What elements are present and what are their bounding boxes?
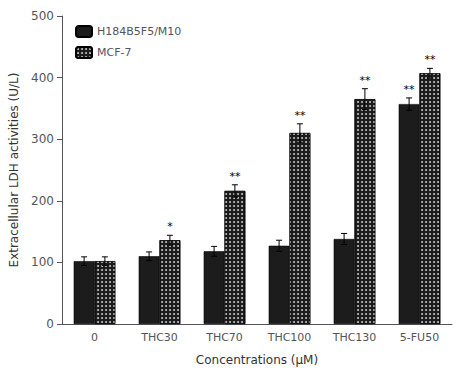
- svg-text:H184B5F5/M10: H184B5F5/M10: [97, 25, 181, 38]
- svg-text:THC30: THC30: [140, 331, 178, 344]
- svg-text:THC100: THC100: [267, 331, 312, 344]
- svg-text:Extracellular LDH activities (: Extracellular LDH activities (U/L): [7, 73, 21, 268]
- svg-text:200: 200: [31, 194, 54, 208]
- svg-text:0: 0: [46, 317, 54, 331]
- svg-text:400: 400: [31, 71, 54, 85]
- svg-text:MCF-7: MCF-7: [97, 46, 131, 59]
- svg-text:300: 300: [31, 132, 54, 146]
- svg-text:**: **: [424, 53, 436, 66]
- svg-text:500: 500: [31, 9, 54, 23]
- svg-text:**: **: [359, 74, 371, 87]
- svg-text:100: 100: [31, 255, 54, 269]
- svg-text:0: 0: [91, 331, 98, 344]
- svg-text:**: **: [229, 170, 241, 183]
- svg-text:**: **: [404, 83, 416, 96]
- svg-text:THC130: THC130: [332, 331, 377, 344]
- svg-text:Concentrations (μM): Concentrations (μM): [196, 353, 318, 367]
- svg-text:*: *: [167, 220, 173, 233]
- svg-text:THC70: THC70: [205, 331, 243, 344]
- svg-text:**: **: [294, 109, 306, 122]
- svg-text:5-FU50: 5-FU50: [400, 331, 439, 344]
